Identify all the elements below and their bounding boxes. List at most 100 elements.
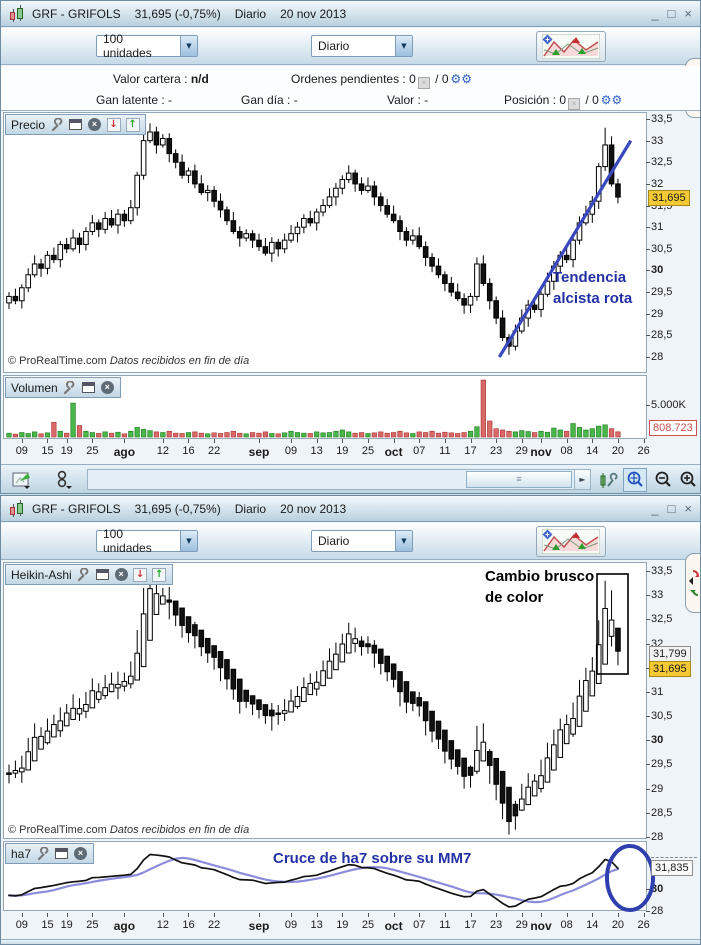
scrollbar-thumb[interactable]: ≡ — [466, 471, 572, 488]
close-panel-icon[interactable]: × — [87, 117, 102, 132]
price-tick-label: 32,5 — [645, 156, 673, 169]
price-tick-label: 33,5 — [645, 565, 673, 577]
x-tick-label: 19 — [336, 445, 349, 457]
window1-titlebar[interactable]: GRF - GRIFOLS 31,695 (-0,75%) Diario 20 nov… — [1, 1, 700, 27]
detach-window-icon[interactable] — [68, 117, 83, 132]
x-tick-label: 23 — [490, 445, 503, 457]
x-tick-label: 19 — [60, 445, 73, 457]
wrench-icon[interactable] — [62, 380, 77, 395]
x-tick-label: 09 — [15, 919, 28, 931]
x-tick-label: 29 — [515, 919, 528, 931]
period-select[interactable]: Diario ▼ — [311, 530, 413, 552]
price-tick-label: 29,5 — [645, 758, 673, 771]
maximize-button[interactable]: □ — [667, 500, 676, 516]
scroll-right-button[interactable]: ► — [574, 469, 591, 490]
x-tick-label: nov — [530, 445, 552, 459]
price-tick-label: 33 — [645, 589, 664, 602]
x-tick-label: 20 — [611, 919, 625, 931]
close-panel-icon[interactable]: × — [100, 380, 115, 395]
detach-window-icon[interactable] — [81, 380, 96, 395]
detach-window-icon[interactable] — [95, 567, 110, 582]
chart-display-settings-button[interactable] — [536, 526, 606, 557]
last-price-box: 31,695 — [649, 661, 691, 677]
move-down-icon[interactable]: ↓ — [133, 567, 148, 582]
color-change-annotation-line1: Cambio brusco — [485, 568, 595, 585]
zoom-fit-icon[interactable] — [623, 468, 647, 492]
x-tick-label: 14 — [586, 445, 599, 457]
move-up-icon[interactable]: ↑ — [152, 567, 167, 582]
x-tick-mark — [496, 913, 498, 917]
x-tick-label: sep — [248, 919, 270, 933]
minimize-button[interactable]: _ — [651, 500, 659, 516]
x-tick-mark — [188, 439, 190, 443]
x-tick-mark — [470, 913, 472, 917]
x-tick-mark — [214, 439, 216, 443]
time-scrollbar[interactable]: ≡ — [87, 469, 591, 490]
copyright-note: © ProRealTime.com Datos recibidos en fin… — [8, 355, 250, 367]
orders-side-tab[interactable] — [685, 553, 700, 613]
x-tick-mark — [393, 913, 395, 917]
orders-tool-icon[interactable] — [53, 469, 75, 491]
valor: Valor : - — [387, 93, 429, 107]
close-panel-icon[interactable]: × — [73, 846, 88, 861]
x-tick-mark — [316, 439, 318, 443]
window2-bottom-toolbar-partial — [1, 939, 700, 944]
close-button[interactable]: × — [684, 500, 692, 516]
period-select[interactable]: Diario ▼ — [311, 35, 413, 57]
x-tick-mark — [316, 913, 318, 917]
chevron-down-icon[interactable]: ▼ — [180, 531, 197, 551]
wrench-icon[interactable] — [49, 117, 64, 132]
detach-window-icon[interactable] — [54, 846, 69, 861]
gear-icon[interactable]: ⚙⚙ — [600, 93, 623, 107]
zoom-out-icon[interactable] — [651, 468, 675, 492]
x-tick-label: 09 — [15, 445, 28, 457]
x-tick-mark — [66, 439, 68, 443]
zoom-in-icon[interactable] — [676, 468, 700, 492]
chart-display-settings-button[interactable] — [536, 31, 606, 62]
price-tick-label: 29 — [645, 307, 664, 320]
x-tick-mark — [617, 439, 619, 443]
window2-title: GRF - GRIFOLS 31,695 (-0,75%) Diario 20 nov… — [32, 501, 347, 516]
wrench-icon[interactable] — [35, 846, 50, 861]
price-tick-label: 29,5 — [645, 286, 673, 299]
x-tick-label: 25 — [361, 445, 375, 457]
volume-panel-header: Volumen × — [5, 377, 121, 398]
minimize-button[interactable]: _ — [651, 5, 659, 21]
close-panel-icon[interactable]: × — [114, 567, 129, 582]
units-select[interactable]: 100 unidades ▼ — [96, 527, 198, 555]
gan-latente: Gan latente : - — [96, 93, 173, 107]
x-tick-mark — [444, 439, 446, 443]
x-tick-mark — [566, 439, 568, 443]
ordenes-pendientes: Ordenes pendientes : 0 × / 0 ⚙⚙ — [291, 72, 473, 89]
mini-chart-icon — [542, 34, 600, 59]
x-tick-mark — [444, 913, 446, 917]
last-volume-box: 808.723 — [649, 420, 697, 436]
x-tick-mark — [342, 439, 344, 443]
price-tick-label: 32,5 — [645, 613, 673, 626]
x-tick-label: oct — [384, 919, 403, 933]
chevron-down-icon[interactable]: ▼ — [395, 36, 412, 56]
x-tick-label: 23 — [490, 919, 503, 931]
x-tick-label: 17 — [464, 445, 477, 457]
price-chart-panel — [3, 112, 647, 373]
x-tick-label: 22 — [207, 445, 221, 457]
move-down-icon[interactable]: ↓ — [106, 117, 121, 132]
close-button[interactable]: × — [684, 5, 692, 21]
price-tick-label: 33,5 — [645, 113, 673, 125]
price-tick-label: 28,5 — [645, 329, 673, 342]
chevron-down-icon[interactable]: ▼ — [395, 531, 412, 551]
window2-titlebar[interactable]: GRF - GRIFOLS 31,695 (-0,75%) Diario 20 nov… — [1, 496, 700, 522]
chevron-down-icon[interactable]: ▼ — [180, 36, 197, 56]
maximize-button[interactable]: □ — [667, 5, 676, 21]
chart-config-icon[interactable] — [597, 468, 621, 492]
window1-toolbar: 100 unidades ▼ Diario ▼ — [1, 28, 700, 118]
heikin-panel-label: Heikin-Ashi — [11, 567, 72, 582]
units-select[interactable]: 100 unidades ▼ — [96, 32, 198, 60]
wrench-icon[interactable] — [76, 567, 91, 582]
ha7-panel-header: ha7 × — [5, 843, 95, 864]
gear-icon[interactable]: ⚙⚙ — [450, 72, 473, 86]
x-tick-mark — [162, 439, 164, 443]
move-up-icon[interactable]: ↑ — [125, 117, 140, 132]
x-tick-label: 15 — [41, 919, 54, 931]
export-image-icon[interactable] — [11, 469, 35, 491]
